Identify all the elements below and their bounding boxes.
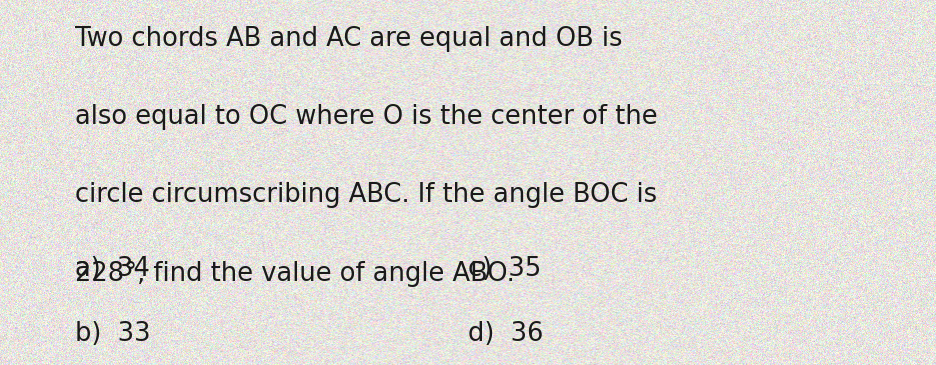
Text: c)  35: c) 35 [468, 255, 541, 281]
Text: d)  36: d) 36 [468, 321, 543, 347]
Text: a)  34: a) 34 [75, 255, 150, 281]
Text: 228°, find the value of angle ABO.: 228°, find the value of angle ABO. [75, 261, 514, 287]
Text: Two chords AB and AC are equal and OB is: Two chords AB and AC are equal and OB is [75, 26, 622, 51]
Text: also equal to OC where O is the center of the: also equal to OC where O is the center o… [75, 104, 657, 130]
Text: b)  33: b) 33 [75, 321, 151, 347]
Text: circle circumscribing ABC. If the angle BOC is: circle circumscribing ABC. If the angle … [75, 182, 656, 208]
